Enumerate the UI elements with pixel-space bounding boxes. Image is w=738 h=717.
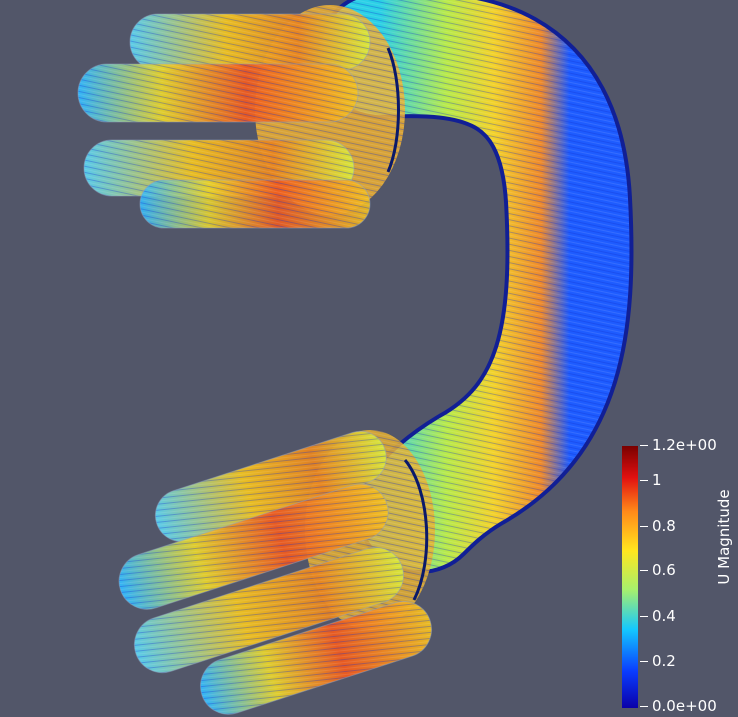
- bottom-inlet-tube-3: [133, 546, 404, 674]
- top-inlet-tube-2: [77, 63, 359, 123]
- color-legend: 1.2e+00 1 0.8 0.6 0.4 0.2 0.0e+00 U Magn…: [620, 437, 738, 717]
- legend-title: U Magnitude: [715, 489, 733, 585]
- legend-tick-label: 0.2: [652, 652, 676, 670]
- legend-tick-mark: [640, 526, 648, 527]
- top-inlet-tube-1: [129, 13, 371, 71]
- legend-tick-label: 0.8: [652, 517, 676, 535]
- main-bend-pipe: [316, 0, 634, 574]
- bottom-inlet-tube-2: [118, 483, 389, 610]
- color-legend-bar: [622, 446, 638, 708]
- legend-tick-mark: [640, 661, 648, 662]
- bottom-inlet-tube-4: [200, 600, 433, 715]
- legend-tick-label: 0.6: [652, 561, 676, 579]
- top-inlet-tube-4: [139, 179, 371, 229]
- legend-tick-mark: [640, 445, 648, 446]
- legend-tick-label: 1.2e+00: [652, 436, 717, 454]
- legend-tick-mark: [640, 616, 648, 617]
- legend-tick-label: 0.0e+00: [652, 697, 717, 715]
- legend-tick-label: 1: [652, 471, 662, 489]
- bottom-inlet-tubes: [118, 430, 433, 715]
- top-inlet-tubes: [77, 13, 371, 229]
- legend-tick-mark: [640, 570, 648, 571]
- legend-tick-mark: [640, 480, 648, 481]
- legend-tick-mark: [640, 706, 648, 707]
- legend-tick-label: 0.4: [652, 607, 676, 625]
